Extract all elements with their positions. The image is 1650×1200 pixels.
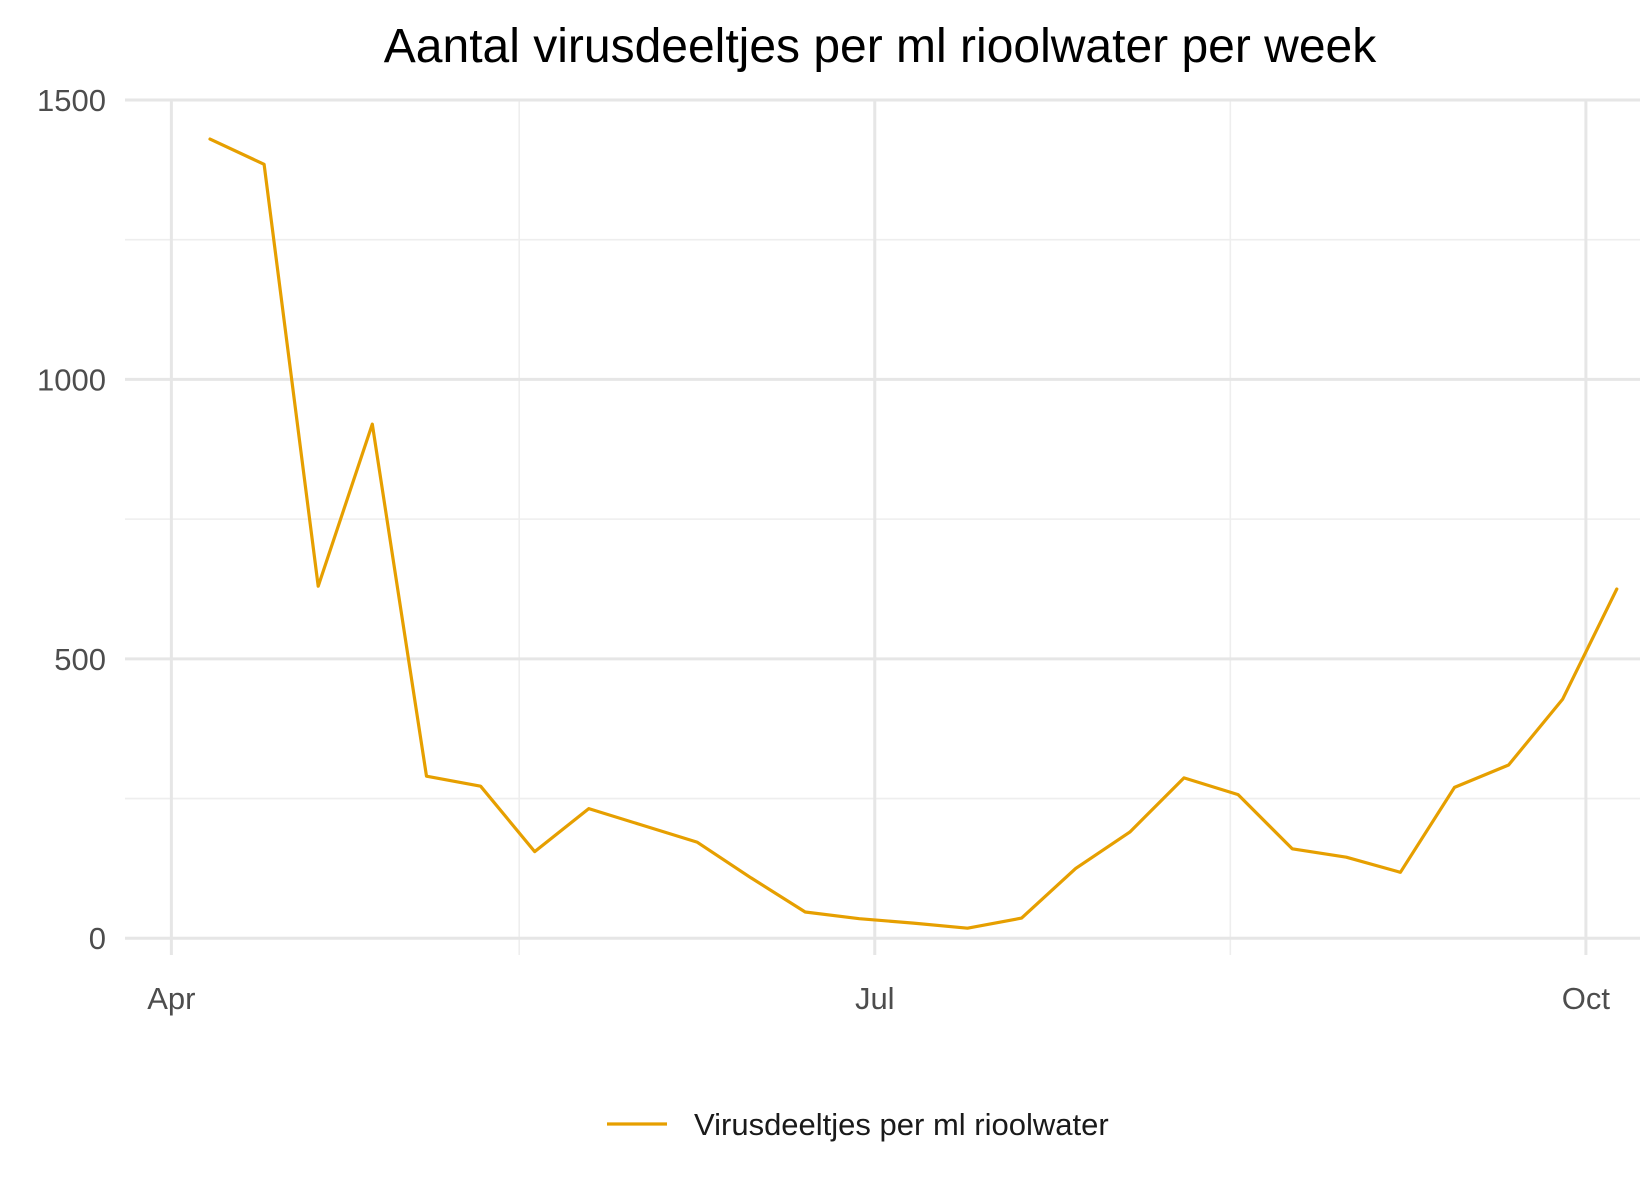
- y-tick-label: 500: [54, 642, 106, 677]
- legend-label: Virusdeeltjes per ml rioolwater: [694, 1107, 1109, 1142]
- x-axis: Apr Jul Oct: [147, 981, 1610, 1016]
- legend: Virusdeeltjes per ml rioolwater: [607, 1107, 1109, 1142]
- series-line: [208, 137, 1619, 930]
- x-tick-label: Oct: [1562, 981, 1611, 1016]
- y-axis: 0 500 1000 1500: [37, 83, 106, 956]
- y-tick-label: 0: [89, 921, 106, 956]
- y-tick-label: 1500: [37, 83, 106, 118]
- y-tick-label: 1000: [37, 362, 106, 397]
- series-layer: [208, 137, 1619, 930]
- chart-title: Aantal virusdeeltjes per ml rioolwater p…: [384, 20, 1377, 73]
- x-tick-label: Apr: [147, 981, 195, 1016]
- x-tick-label: Jul: [855, 981, 895, 1016]
- grid: [125, 98, 1640, 955]
